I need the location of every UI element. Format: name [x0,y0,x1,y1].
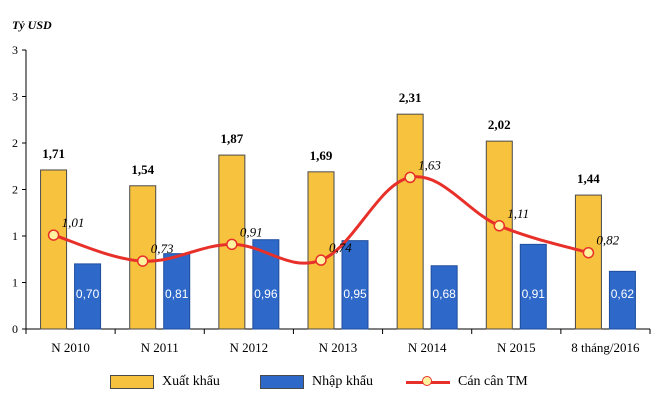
y-tick-label: 0 [12,322,18,336]
data-label-balance: 1,01 [62,215,85,230]
data-label-export: 1,54 [131,162,154,177]
legend-label-import: Nhập khẩu [312,374,374,389]
point-balance [226,238,238,251]
y-tick-label: 1 [12,276,18,290]
data-label-balance: 0,74 [329,240,352,255]
data-label-balance: 1,63 [418,157,441,172]
bar-import [608,270,636,330]
bar-export [40,169,68,330]
data-label-balance: 1,11 [507,206,529,221]
legend-item-import: Nhập khẩu [260,374,373,390]
point-balance [582,246,595,259]
bar-export [307,171,335,330]
x-tick-label: N 2010 [51,340,90,355]
x-tick-label: N 2011 [141,340,179,355]
point-balance [47,229,60,241]
data-label-import: 0,68 [432,287,456,301]
y-tick-label: 2 [12,183,18,197]
data-label-export: 1,69 [310,148,333,163]
x-tick-label: N 2012 [230,340,269,355]
y-tick-label: 3 [12,43,18,57]
data-label-export: 2,31 [399,90,422,105]
data-label-export: 1,44 [577,171,600,186]
data-label-balance: 0,73 [151,241,174,256]
legend-swatch-balance [406,375,450,389]
data-label-import: 0,96 [254,287,278,301]
bar-export [485,140,513,330]
bar-import [341,240,369,330]
legend-swatch-import [260,375,304,389]
legend: Xuất khẩu Nhập khẩu Cán cân TM [0,374,660,398]
data-label-export: 2,02 [488,117,511,132]
x-tick-label: 8 tháng/2016 [571,340,640,355]
data-label-import: 0,95 [343,287,367,301]
data-label-import: 0,81 [165,287,189,301]
data-label-balance: 0,91 [240,224,263,239]
data-label-import: 0,62 [611,287,635,301]
bar-export [574,194,602,330]
legend-swatch-export [110,375,154,389]
bar-import [74,263,102,330]
legend-label-export: Xuất khẩu [162,374,220,389]
bar-export [396,113,424,330]
x-tick-label: N 2013 [319,340,358,355]
legend-item-balance: Cán cân TM [406,374,528,390]
bar-import [519,243,547,330]
bar-import [430,265,458,330]
y-tick-label: 3 [12,90,18,104]
legend-label-balance: Cán cân TM [458,374,528,389]
x-tick-label: N 2015 [497,340,536,355]
bar-import [163,253,191,330]
data-label-import: 0,91 [522,287,546,301]
point-balance [136,255,149,267]
y-tick-label: 1 [12,229,18,243]
data-label-export: 1,71 [42,146,65,161]
point-balance [404,171,416,184]
legend-item-export: Xuất khẩu [110,374,220,390]
y-axis-unit-label: Tỷ USD [12,18,52,32]
point-balance [493,220,506,232]
x-tick-label: N 2014 [408,340,447,355]
data-label-balance: 0,82 [596,233,619,248]
data-label-export: 1,87 [220,131,243,146]
data-label-import: 0,70 [76,287,100,301]
y-tick-label: 2 [12,136,18,150]
point-balance [315,254,327,266]
